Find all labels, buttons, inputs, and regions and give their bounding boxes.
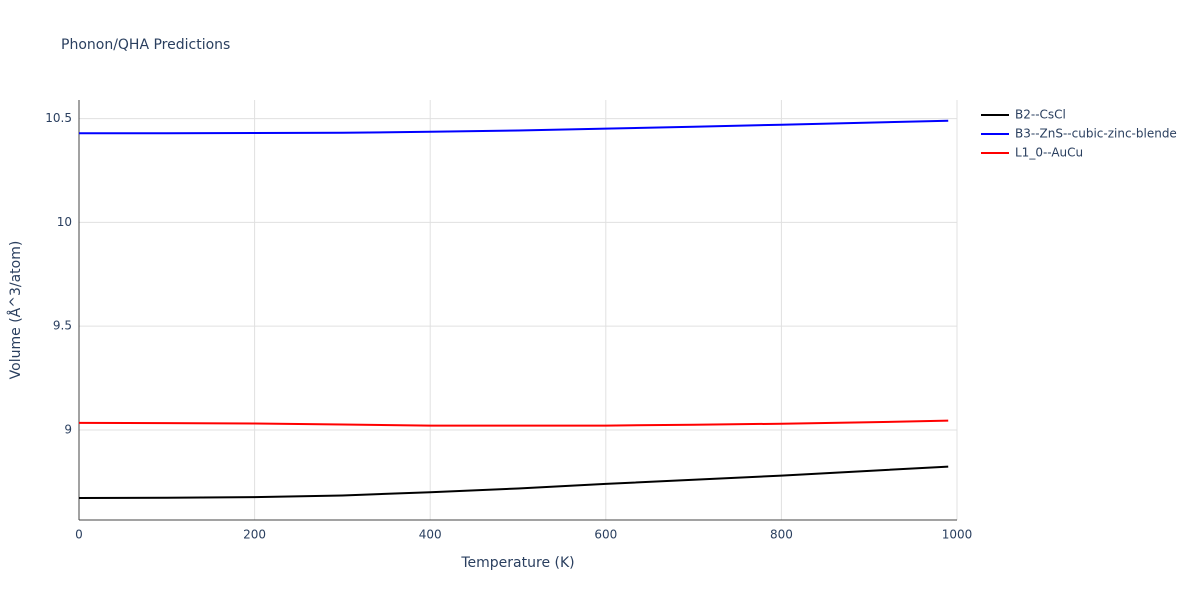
series-line — [78, 465, 949, 500]
series-line — [78, 419, 949, 427]
y-axis-label: Volume (Å^3/atom) — [7, 241, 24, 380]
x-axis-label: Temperature (K) — [460, 555, 574, 571]
x-tick-label: 0 — [75, 528, 83, 542]
y-tick-label: 10.5 — [45, 111, 72, 125]
x-tick-label: 600 — [594, 528, 617, 542]
chart-title: Phonon/QHA Predictions — [61, 37, 230, 53]
x-tick-label: 400 — [419, 528, 442, 542]
x-tick-label: 1000 — [942, 528, 973, 542]
series-line — [79, 119, 949, 135]
x-tick-label: 800 — [770, 528, 793, 542]
legend-label: L1_0--AuCu — [1015, 146, 1083, 160]
y-tick-label: 9.5 — [53, 319, 72, 333]
legend-label: B3--ZnS--cubic-zinc-blende — [1015, 127, 1177, 141]
y-tick-label: 9 — [64, 422, 72, 436]
legend-label: B2--CsCl — [1015, 108, 1066, 122]
x-tick-label: 200 — [243, 528, 266, 542]
y-tick-label: 10 — [57, 215, 72, 229]
